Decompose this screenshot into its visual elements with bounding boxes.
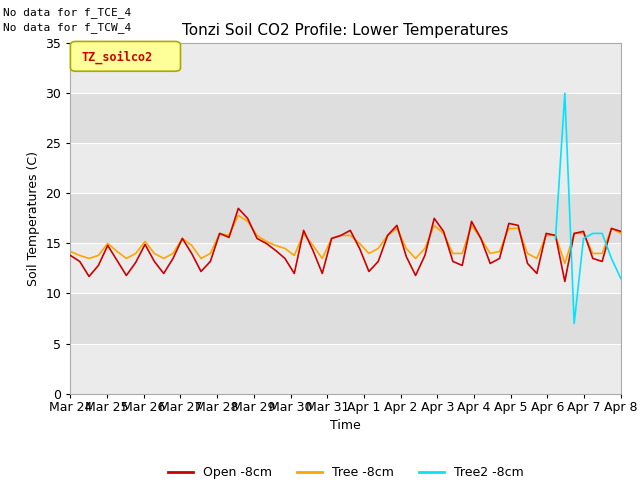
Bar — [70, 293, 621, 344]
X-axis label: Time: Time — [330, 419, 361, 432]
Y-axis label: Soil Temperatures (C): Soil Temperatures (C) — [27, 151, 40, 286]
Text: No data for f_TCW_4: No data for f_TCW_4 — [3, 22, 131, 33]
Bar — [70, 144, 621, 193]
FancyBboxPatch shape — [70, 41, 180, 71]
Bar — [70, 193, 621, 243]
Bar — [70, 344, 621, 394]
Bar — [70, 243, 621, 293]
Title: Tonzi Soil CO2 Profile: Lower Temperatures: Tonzi Soil CO2 Profile: Lower Temperatur… — [182, 23, 509, 38]
Bar — [70, 43, 621, 93]
Bar — [70, 93, 621, 144]
Legend: Open -8cm, Tree -8cm, Tree2 -8cm: Open -8cm, Tree -8cm, Tree2 -8cm — [163, 461, 529, 480]
Text: No data for f_TCE_4: No data for f_TCE_4 — [3, 7, 131, 18]
Text: TZ_soilco2: TZ_soilco2 — [81, 50, 153, 64]
